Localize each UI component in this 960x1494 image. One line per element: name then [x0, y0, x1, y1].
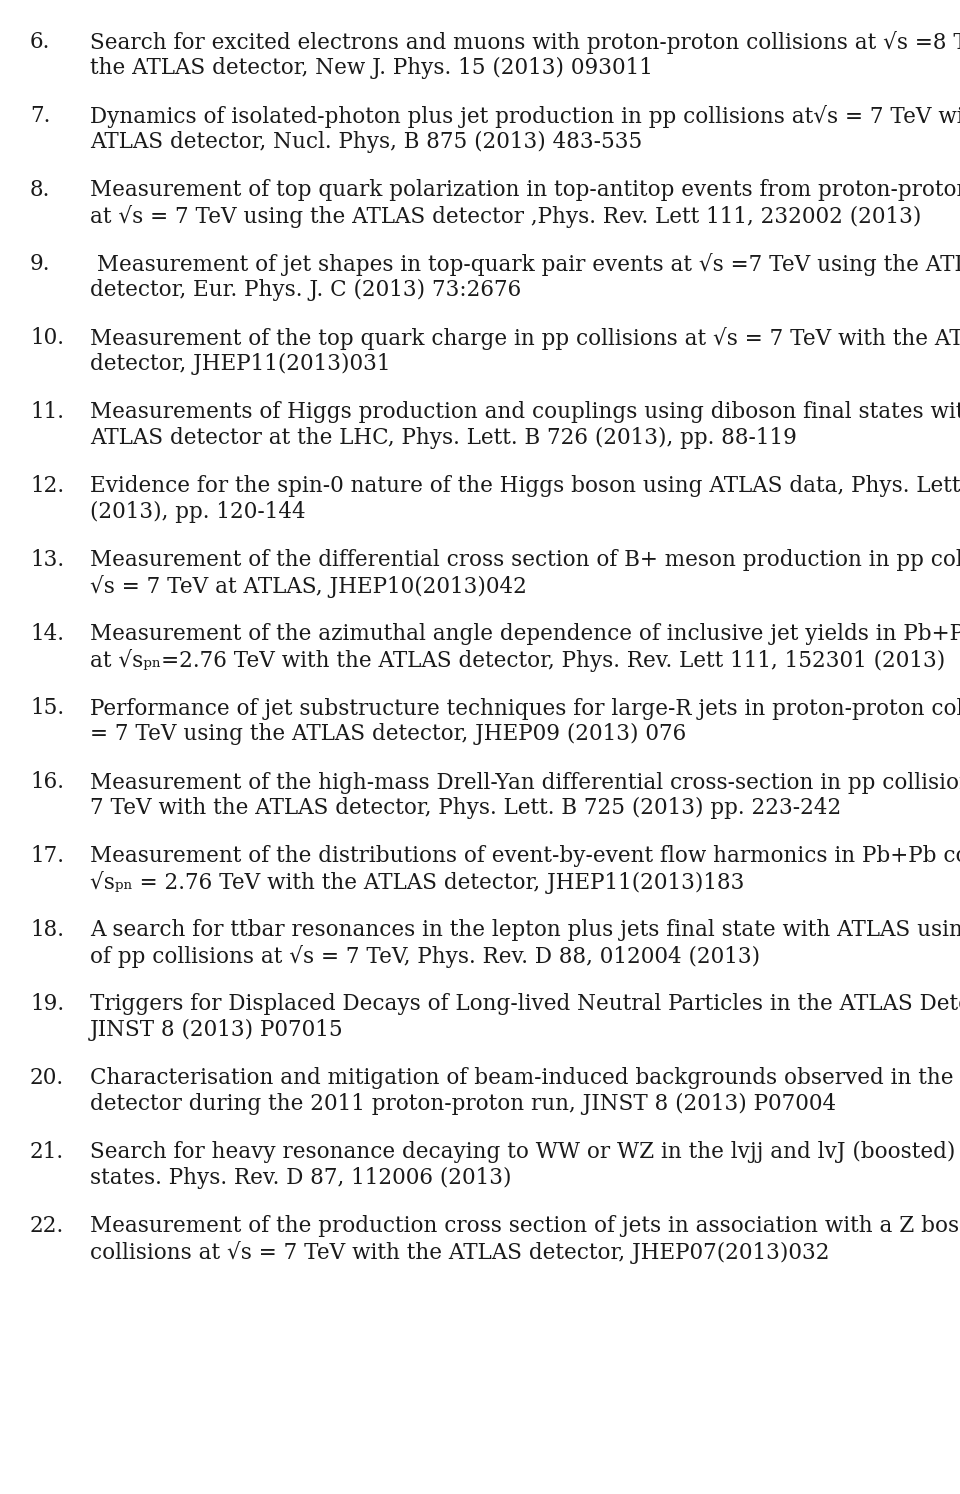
Text: Evidence for the spin-0 nature of the Higgs boson using ATLAS data, Phys. Lett. : Evidence for the spin-0 nature of the Hi…: [90, 475, 960, 498]
Text: the ATLAS detector, New J. Phys. 15 (2013) 093011: the ATLAS detector, New J. Phys. 15 (201…: [90, 57, 653, 79]
Text: ATLAS detector, Nucl. Phys, B 875 (2013) 483-535: ATLAS detector, Nucl. Phys, B 875 (2013)…: [90, 131, 642, 152]
Text: JINST 8 (2013) P07015: JINST 8 (2013) P07015: [90, 1019, 344, 1041]
Text: (2013), pp. 120-144: (2013), pp. 120-144: [90, 500, 305, 523]
Text: 17.: 17.: [30, 846, 64, 867]
Text: at √sₚₙ=2.76 TeV with the ATLAS detector, Phys. Rev. Lett 111, 152301 (2013): at √sₚₙ=2.76 TeV with the ATLAS detector…: [90, 648, 946, 672]
Text: 13.: 13.: [30, 548, 64, 571]
Text: Measurement of jet shapes in top-quark pair events at √s =7 TeV using the ATLAS: Measurement of jet shapes in top-quark p…: [90, 252, 960, 276]
Text: 16.: 16.: [30, 771, 64, 793]
Text: 18.: 18.: [30, 919, 64, 941]
Text: 7 TeV with the ATLAS detector, Phys. Lett. B 725 (2013) pp. 223-242: 7 TeV with the ATLAS detector, Phys. Let…: [90, 796, 841, 819]
Text: 9.: 9.: [30, 252, 51, 275]
Text: = 7 TeV using the ATLAS detector, JHEP09 (2013) 076: = 7 TeV using the ATLAS detector, JHEP09…: [90, 723, 686, 746]
Text: 22.: 22.: [30, 1215, 64, 1237]
Text: 20.: 20.: [30, 1067, 64, 1089]
Text: ATLAS detector at the LHC, Phys. Lett. B 726 (2013), pp. 88-119: ATLAS detector at the LHC, Phys. Lett. B…: [90, 427, 797, 450]
Text: detector during the 2011 proton-proton run, JINST 8 (2013) P07004: detector during the 2011 proton-proton r…: [90, 1094, 836, 1115]
Text: Measurement of top quark polarization in top-antitop events from proton-proton c: Measurement of top quark polarization in…: [90, 179, 960, 202]
Text: Triggers for Displaced Decays of Long-lived Neutral Particles in the ATLAS Detec: Triggers for Displaced Decays of Long-li…: [90, 994, 960, 1014]
Text: 8.: 8.: [30, 179, 50, 202]
Text: 12.: 12.: [30, 475, 64, 498]
Text: at √s = 7 TeV using the ATLAS detector ,Phys. Rev. Lett 111, 232002 (2013): at √s = 7 TeV using the ATLAS detector ,…: [90, 205, 922, 229]
Text: states. Phys. Rev. D 87, 112006 (2013): states. Phys. Rev. D 87, 112006 (2013): [90, 1167, 512, 1189]
Text: 10.: 10.: [30, 327, 64, 350]
Text: √s = 7 TeV at ATLAS, JHEP10(2013)042: √s = 7 TeV at ATLAS, JHEP10(2013)042: [90, 575, 527, 598]
Text: Measurement of the distributions of event-by-event flow harmonics in Pb+Pb colli: Measurement of the distributions of even…: [90, 846, 960, 867]
Text: 14.: 14.: [30, 623, 64, 645]
Text: Measurement of the differential cross section of B+ meson production in pp colli: Measurement of the differential cross se…: [90, 548, 960, 571]
Text: 7.: 7.: [30, 105, 50, 127]
Text: 21.: 21.: [30, 1141, 64, 1162]
Text: Dynamics of isolated-photon plus jet production in pp collisions at√s = 7 TeV wi: Dynamics of isolated-photon plus jet pro…: [90, 105, 960, 128]
Text: 11.: 11.: [30, 400, 64, 423]
Text: Characterisation and mitigation of beam-induced backgrounds observed in the ATLA: Characterisation and mitigation of beam-…: [90, 1067, 960, 1089]
Text: Measurement of the azimuthal angle dependence of inclusive jet yields in Pb+Pb c: Measurement of the azimuthal angle depen…: [90, 623, 960, 645]
Text: Measurement of the high-mass Drell-Yan differential cross-section in pp collisio: Measurement of the high-mass Drell-Yan d…: [90, 771, 960, 793]
Text: √sₚₙ = 2.76 TeV with the ATLAS detector, JHEP11(2013)183: √sₚₙ = 2.76 TeV with the ATLAS detector,…: [90, 871, 744, 893]
Text: A search for ttbar resonances in the lepton plus jets final state with ATLAS usi: A search for ttbar resonances in the lep…: [90, 919, 960, 941]
Text: collisions at √s = 7 TeV with the ATLAS detector, JHEP07(2013)032: collisions at √s = 7 TeV with the ATLAS …: [90, 1242, 829, 1264]
Text: of pp collisions at √s = 7 TeV, Phys. Rev. D 88, 012004 (2013): of pp collisions at √s = 7 TeV, Phys. Re…: [90, 946, 760, 968]
Text: 6.: 6.: [30, 31, 50, 52]
Text: Measurement of the production cross section of jets in association with a Z boso: Measurement of the production cross sect…: [90, 1215, 960, 1237]
Text: detector, JHEP11(2013)031: detector, JHEP11(2013)031: [90, 353, 391, 375]
Text: Measurements of Higgs production and couplings using diboson final states with t: Measurements of Higgs production and cou…: [90, 400, 960, 423]
Text: Search for heavy resonance decaying to WW or WZ in the lvjj and lvJ (boosted) fi: Search for heavy resonance decaying to W…: [90, 1141, 960, 1164]
Text: detector, Eur. Phys. J. C (2013) 73:2676: detector, Eur. Phys. J. C (2013) 73:2676: [90, 279, 521, 302]
Text: Search for excited electrons and muons with proton-proton collisions at √s =8 Te: Search for excited electrons and muons w…: [90, 31, 960, 54]
Text: 19.: 19.: [30, 994, 64, 1014]
Text: Measurement of the top quark charge in pp collisions at √s = 7 TeV with the ATLA: Measurement of the top quark charge in p…: [90, 327, 960, 350]
Text: 15.: 15.: [30, 698, 64, 719]
Text: Performance of jet substructure techniques for large-R jets in proton-proton col: Performance of jet substructure techniqu…: [90, 698, 960, 720]
